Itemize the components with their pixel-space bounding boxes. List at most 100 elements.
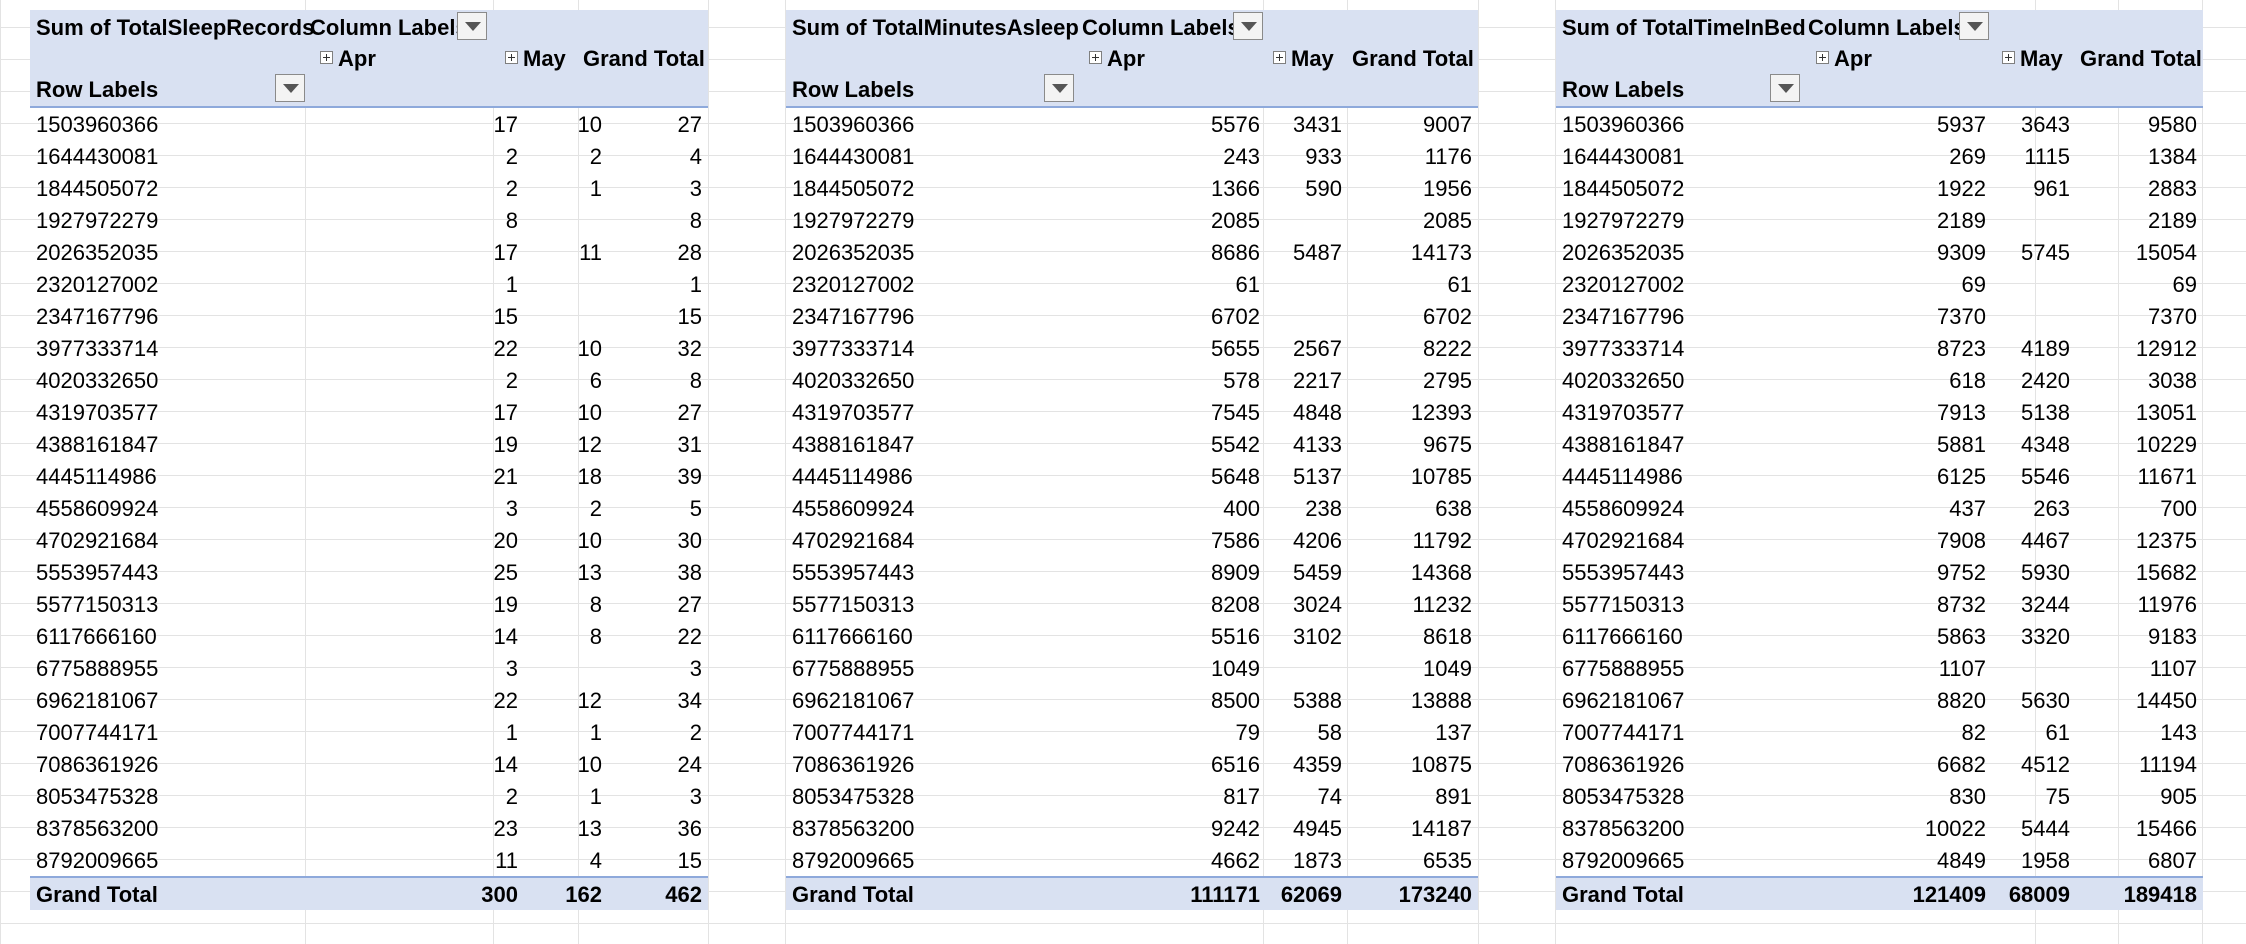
table-row[interactable]: 1644430081 243 933 1176 bbox=[786, 140, 1478, 172]
table-row[interactable]: 4558609924 437 263 700 bbox=[1556, 492, 2203, 524]
table-row[interactable]: 8792009665 11 4 15 bbox=[30, 844, 708, 876]
table-row[interactable]: 4702921684 7908 4467 12375 bbox=[1556, 524, 2203, 556]
table-row[interactable]: 4020332650 2 6 8 bbox=[30, 364, 708, 396]
table-row[interactable]: 3977333714 5655 2567 8222 bbox=[786, 332, 1478, 364]
table-row[interactable]: 2347167796 6702 6702 bbox=[786, 300, 1478, 332]
column-labels-filter-button[interactable] bbox=[457, 12, 487, 40]
grand-total-row[interactable]: Grand Total 121409 68009 189418 bbox=[1556, 876, 2203, 910]
table-row[interactable]: 6775888955 1049 1049 bbox=[786, 652, 1478, 684]
table-row[interactable]: 1844505072 1366 590 1956 bbox=[786, 172, 1478, 204]
cell-apr: 1 bbox=[505, 720, 518, 745]
cell-may: 2 bbox=[589, 144, 602, 169]
table-row[interactable]: 1503960366 17 10 27 bbox=[30, 108, 708, 140]
row-label-id: 4388161847 bbox=[1562, 432, 1685, 457]
cell-apr: 2 bbox=[505, 176, 518, 201]
table-row[interactable]: 1927972279 2085 2085 bbox=[786, 204, 1478, 236]
table-row[interactable]: 6117666160 5863 3320 9183 bbox=[1556, 620, 2203, 652]
table-row[interactable]: 6775888955 3 3 bbox=[30, 652, 708, 684]
table-row[interactable]: 4319703577 17 10 27 bbox=[30, 396, 708, 428]
table-row[interactable]: 4388161847 5881 4348 10229 bbox=[1556, 428, 2203, 460]
cell-may: 10 bbox=[577, 336, 602, 361]
table-row[interactable]: 8053475328 2 1 3 bbox=[30, 780, 708, 812]
table-row[interactable]: 8053475328 830 75 905 bbox=[1556, 780, 2203, 812]
table-row[interactable]: 6775888955 1107 1107 bbox=[1556, 652, 2203, 684]
column-header-apr: Apr bbox=[1834, 46, 1872, 71]
table-row[interactable]: 4319703577 7913 5138 13051 bbox=[1556, 396, 2203, 428]
table-row[interactable]: 7007744171 82 61 143 bbox=[1556, 716, 2203, 748]
column-divider bbox=[1347, 0, 1348, 944]
row-label-id: 4319703577 bbox=[1562, 400, 1685, 425]
table-row[interactable]: 8792009665 4849 1958 6807 bbox=[1556, 844, 2203, 876]
table-row[interactable]: 4558609924 400 238 638 bbox=[786, 492, 1478, 524]
table-row[interactable]: 1644430081 269 1115 1384 bbox=[1556, 140, 2203, 172]
expand-may-icon[interactable] bbox=[505, 51, 518, 64]
row-labels-filter-button[interactable] bbox=[1770, 74, 1800, 102]
table-row[interactable]: 4445114986 5648 5137 10785 bbox=[786, 460, 1478, 492]
pivot-table[interactable]: Sum of TotalSleepRecords Column Labels Apr… bbox=[30, 10, 708, 910]
table-row[interactable]: 7007744171 79 58 137 bbox=[786, 716, 1478, 748]
table-row[interactable]: 8792009665 4662 1873 6535 bbox=[786, 844, 1478, 876]
table-row[interactable]: 1844505072 1922 961 2883 bbox=[1556, 172, 2203, 204]
table-row[interactable]: 4445114986 6125 5546 11671 bbox=[1556, 460, 2203, 492]
table-row[interactable]: 4020332650 618 2420 3038 bbox=[1556, 364, 2203, 396]
table-row[interactable]: 4702921684 20 10 30 bbox=[30, 524, 708, 556]
table-row[interactable]: 4702921684 7586 4206 11792 bbox=[786, 524, 1478, 556]
table-row[interactable]: 7086361926 6516 4359 10875 bbox=[786, 748, 1478, 780]
table-row[interactable]: 3977333714 22 10 32 bbox=[30, 332, 708, 364]
table-row[interactable]: 5553957443 9752 5930 15682 bbox=[1556, 556, 2203, 588]
table-row[interactable]: 4388161847 5542 4133 9675 bbox=[786, 428, 1478, 460]
table-row[interactable]: 1644430081 2 2 4 bbox=[30, 140, 708, 172]
row-labels-filter-button[interactable] bbox=[1044, 74, 1074, 102]
table-row[interactable]: 7086361926 6682 4512 11194 bbox=[1556, 748, 2203, 780]
table-row[interactable]: 4558609924 3 2 5 bbox=[30, 492, 708, 524]
table-row[interactable]: 2320127002 69 69 bbox=[1556, 268, 2203, 300]
table-row[interactable]: 5553957443 8909 5459 14368 bbox=[786, 556, 1478, 588]
table-row[interactable]: 8378563200 23 13 36 bbox=[30, 812, 708, 844]
table-row[interactable]: 1503960366 5937 3643 9580 bbox=[1556, 108, 2203, 140]
table-row[interactable]: 2320127002 1 1 bbox=[30, 268, 708, 300]
expand-apr-icon[interactable] bbox=[320, 51, 333, 64]
table-row[interactable]: 2026352035 8686 5487 14173 bbox=[786, 236, 1478, 268]
table-row[interactable]: 4020332650 578 2217 2795 bbox=[786, 364, 1478, 396]
table-row[interactable]: 8378563200 9242 4945 14187 bbox=[786, 812, 1478, 844]
table-row[interactable]: 1503960366 5576 3431 9007 bbox=[786, 108, 1478, 140]
table-row[interactable]: 8053475328 817 74 891 bbox=[786, 780, 1478, 812]
table-row[interactable]: 6117666160 14 8 22 bbox=[30, 620, 708, 652]
table-row[interactable]: 1927972279 8 8 bbox=[30, 204, 708, 236]
table-row[interactable]: 5577150313 19 8 27 bbox=[30, 588, 708, 620]
table-row[interactable]: 2320127002 61 61 bbox=[786, 268, 1478, 300]
expand-apr-icon[interactable] bbox=[1089, 51, 1102, 64]
table-row[interactable]: 7007744171 1 1 2 bbox=[30, 716, 708, 748]
table-row[interactable]: 6962181067 8500 5388 13888 bbox=[786, 684, 1478, 716]
table-row[interactable]: 4388161847 19 12 31 bbox=[30, 428, 708, 460]
table-row[interactable]: 2026352035 9309 5745 15054 bbox=[1556, 236, 2203, 268]
column-labels-filter-button[interactable] bbox=[1959, 12, 1989, 40]
cell-may: 5444 bbox=[2021, 816, 2070, 841]
table-row[interactable]: 4445114986 21 18 39 bbox=[30, 460, 708, 492]
expand-may-icon[interactable] bbox=[2002, 51, 2015, 64]
table-row[interactable]: 3977333714 8723 4189 12912 bbox=[1556, 332, 2203, 364]
pivot-table[interactable]: Sum of TotalTimeInBed Column Labels Apr May… bbox=[1556, 10, 2203, 910]
table-row[interactable]: 5553957443 25 13 38 bbox=[30, 556, 708, 588]
table-row[interactable]: 2347167796 15 15 bbox=[30, 300, 708, 332]
table-row[interactable]: 7086361926 14 10 24 bbox=[30, 748, 708, 780]
row-labels-filter-button[interactable] bbox=[275, 74, 305, 102]
table-row[interactable]: 2026352035 17 11 28 bbox=[30, 236, 708, 268]
row-label-id: 7086361926 bbox=[36, 752, 159, 777]
table-row[interactable]: 6962181067 22 12 34 bbox=[30, 684, 708, 716]
table-row[interactable]: 6962181067 8820 5630 14450 bbox=[1556, 684, 2203, 716]
pivot-table[interactable]: Sum of TotalMinutesAsleep Column Labels Ap… bbox=[786, 10, 1478, 910]
table-row[interactable]: 5577150313 8208 3024 11232 bbox=[786, 588, 1478, 620]
grand-total-row[interactable]: Grand Total 300 162 462 bbox=[30, 876, 708, 910]
grand-total-row[interactable]: Grand Total 111171 62069 173240 bbox=[786, 876, 1478, 910]
table-row[interactable]: 1844505072 2 1 3 bbox=[30, 172, 708, 204]
table-row[interactable]: 1927972279 2189 2189 bbox=[1556, 204, 2203, 236]
table-row[interactable]: 2347167796 7370 7370 bbox=[1556, 300, 2203, 332]
table-row[interactable]: 5577150313 8732 3244 11976 bbox=[1556, 588, 2203, 620]
column-labels-filter-button[interactable] bbox=[1233, 12, 1263, 40]
table-row[interactable]: 4319703577 7545 4848 12393 bbox=[786, 396, 1478, 428]
expand-may-icon[interactable] bbox=[1273, 51, 1286, 64]
expand-apr-icon[interactable] bbox=[1816, 51, 1829, 64]
table-row[interactable]: 8378563200 10022 5444 15466 bbox=[1556, 812, 2203, 844]
table-row[interactable]: 6117666160 5516 3102 8618 bbox=[786, 620, 1478, 652]
